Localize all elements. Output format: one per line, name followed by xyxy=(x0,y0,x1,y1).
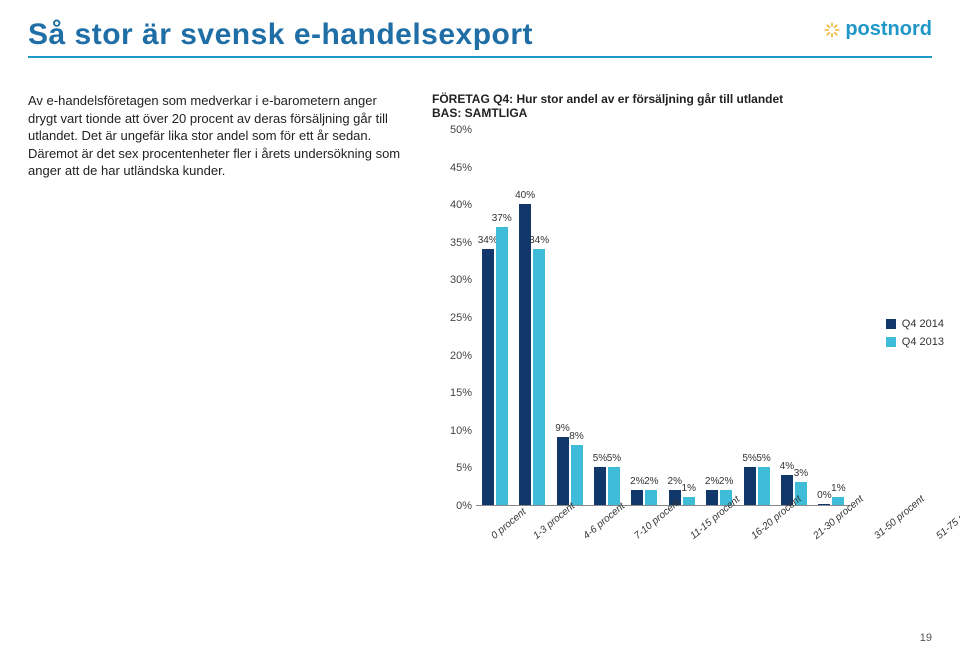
y-tick-label: 30% xyxy=(432,274,472,286)
bar-value-label: 9% xyxy=(555,423,569,434)
legend-row: Q4 2014 xyxy=(886,318,944,330)
y-tick-label: 50% xyxy=(432,124,472,136)
chart-title-line1: FÖRETAG Q4: Hur stor andel av er försälj… xyxy=(432,92,783,106)
bar-value-label: 2% xyxy=(668,476,682,487)
x-tick-label: 51-75 procent xyxy=(935,494,960,581)
bar-value-label: 5% xyxy=(593,453,607,464)
y-tick-label: 5% xyxy=(432,462,472,474)
bar-group: 2%2% xyxy=(700,130,737,505)
bar-value-label: 40% xyxy=(515,190,535,201)
bar-value-label: 4% xyxy=(780,461,794,472)
legend-label-a: Q4 2014 xyxy=(902,318,944,330)
bar-series-a: 5% xyxy=(594,467,606,505)
bar-group: 4%3% xyxy=(775,130,812,505)
content-body: Av e-handelsföretagen som medverkar i e-… xyxy=(28,92,932,570)
bar-group: 9%8% xyxy=(551,130,588,505)
bar-value-label: 1% xyxy=(682,483,696,494)
y-tick-label: 10% xyxy=(432,425,472,437)
bar-series-a: 40% xyxy=(519,204,531,505)
y-tick-label: 0% xyxy=(432,500,472,512)
bar-value-label: 5% xyxy=(742,453,756,464)
chart-title: FÖRETAG Q4: Hur stor andel av er försälj… xyxy=(432,92,932,120)
brand-logo: postnord xyxy=(823,18,932,41)
bar-value-label: 34% xyxy=(529,235,549,246)
description-text: Av e-handelsföretagen som medverkar i e-… xyxy=(28,92,408,570)
bar-value-label: 3% xyxy=(794,468,808,479)
bar-value-label: 2% xyxy=(644,476,658,487)
bar-series-b: 8% xyxy=(571,445,583,505)
chart-panel: FÖRETAG Q4: Hur stor andel av er försälj… xyxy=(432,92,932,570)
bar-value-label: 0% xyxy=(817,490,831,501)
bar-series-b: 2% xyxy=(645,490,657,505)
bar-series-a: 9% xyxy=(557,437,569,505)
bar-group: 5%5% xyxy=(588,130,625,505)
bar-group: 34%37% xyxy=(476,130,513,505)
plot-area: 34%37%40%34%9%8%5%5%2%2%2%1%2%2%5%5%4%3%… xyxy=(476,130,850,506)
bar-series-b: 34% xyxy=(533,249,545,505)
bar-value-label: 1% xyxy=(831,483,845,494)
y-tick-label: 15% xyxy=(432,387,472,399)
legend-label-b: Q4 2013 xyxy=(902,336,944,348)
y-tick-label: 35% xyxy=(432,237,472,249)
logo-text: postnord xyxy=(845,18,932,41)
bar-series-b: 5% xyxy=(758,467,770,505)
bar-value-label: 2% xyxy=(719,476,733,487)
bar-group: 2%2% xyxy=(626,130,663,505)
y-tick-label: 40% xyxy=(432,199,472,211)
y-tick-label: 25% xyxy=(432,312,472,324)
bar-series-b: 1% xyxy=(832,497,844,505)
bar-series-a: 2% xyxy=(631,490,643,505)
page-title: Så stor är svensk e-handelsexport xyxy=(28,18,533,52)
bar-series-b: 1% xyxy=(683,497,695,505)
bar-chart: 34%37%40%34%9%8%5%5%2%2%2%1%2%2%5%5%4%3%… xyxy=(432,130,932,570)
bar-value-label: 8% xyxy=(569,431,583,442)
chart-legend: Q4 2014 Q4 2013 xyxy=(886,318,944,354)
legend-swatch-b xyxy=(886,337,896,347)
bar-group: 0%1% xyxy=(813,130,850,505)
x-axis-labels: 0 procent1-3 procent4-6 procent7-10 proc… xyxy=(476,508,850,570)
bar-value-label: 34% xyxy=(478,235,498,246)
chart-title-line2: BAS: SAMTLIGA xyxy=(432,106,527,120)
bar-group: 5%5% xyxy=(738,130,775,505)
bar-value-label: 2% xyxy=(630,476,644,487)
sunburst-icon xyxy=(823,21,841,39)
bar-series-a: 0% xyxy=(818,504,830,505)
bar-group: 40%34% xyxy=(513,130,550,505)
bar-series-b: 5% xyxy=(608,467,620,505)
bar-series-a: 2% xyxy=(706,490,718,505)
legend-row: Q4 2013 xyxy=(886,336,944,348)
bar-groups: 34%37%40%34%9%8%5%5%2%2%2%1%2%2%5%5%4%3%… xyxy=(476,130,850,505)
bar-value-label: 5% xyxy=(756,453,770,464)
legend-swatch-a xyxy=(886,319,896,329)
bar-series-a: 5% xyxy=(744,467,756,505)
bar-value-label: 5% xyxy=(607,453,621,464)
bar-series-a: 34% xyxy=(482,249,494,505)
page-number: 19 xyxy=(920,632,932,644)
slide-page: Så stor är svensk e-handelsexport postno… xyxy=(0,0,960,654)
bar-value-label: 2% xyxy=(705,476,719,487)
bar-value-label: 37% xyxy=(492,213,512,224)
bar-group: 2%1% xyxy=(663,130,700,505)
y-tick-label: 20% xyxy=(432,350,472,362)
bar-series-b: 37% xyxy=(496,227,508,505)
y-tick-label: 45% xyxy=(432,162,472,174)
header: Så stor är svensk e-handelsexport postno… xyxy=(28,18,932,58)
